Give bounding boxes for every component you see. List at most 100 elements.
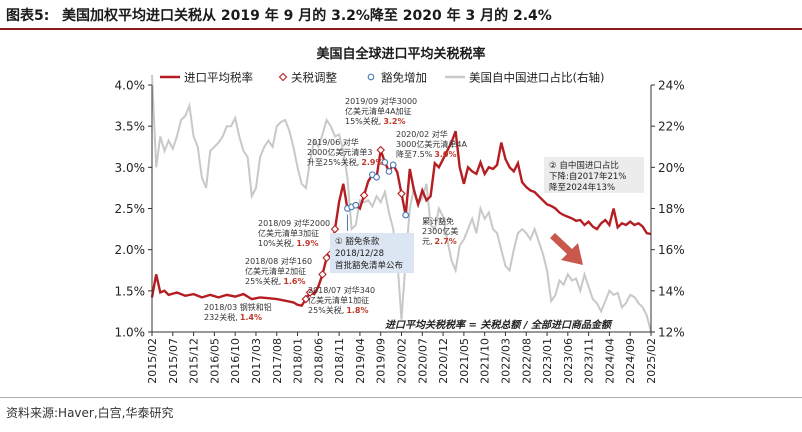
y-right-tick-label: 22% — [658, 120, 685, 134]
y-left-tick-label: 1.0% — [115, 326, 146, 340]
x-tick-label: 2020/12 — [437, 338, 450, 384]
x-tick-label: 2015/12 — [188, 338, 201, 384]
marker-tariff-adjust — [318, 270, 327, 279]
annotation-text: 降至7.5% — [396, 149, 433, 159]
annotation-text: 2019/09 对华3000 — [345, 96, 417, 106]
annotation-text: 232关税, — [204, 312, 238, 322]
annotation-highlight: 1.6% — [283, 277, 305, 286]
figure-title: 美国加权平均进口关税从 2019 年 9 月的 3.2%降至 2020 年 3 … — [62, 8, 552, 24]
callout-line: 降至2024年13% — [549, 182, 615, 193]
callout-box-exemption — [330, 233, 414, 273]
marker-tariff-adjust — [376, 145, 385, 155]
marker-exemption — [373, 173, 380, 181]
x-tick-label: 2022/03 — [499, 338, 512, 384]
callout-line: 2018/12/28 — [335, 249, 384, 259]
annotation-text: 15%关税, — [345, 116, 381, 126]
marker-tariff-adjust — [397, 189, 406, 198]
annotation-text: 2020/02 对华 — [396, 129, 448, 139]
annotation-text: 2018/09 对华2000 — [258, 218, 330, 228]
footer-rule — [0, 397, 802, 398]
annotation-label: 2019/09 对华3000 亿美元清单4A加征 15%关税, 3.2% — [345, 96, 417, 126]
x-tick-label: 2022/08 — [520, 338, 533, 384]
x-tick-label: 2021/05 — [458, 338, 471, 384]
callout-box-share — [544, 157, 644, 193]
callout-text: ① 豁免条款 2018/12/28 首批豁免清单公布 — [335, 236, 403, 271]
x-tick-label: 2019/04 — [354, 338, 367, 384]
y-right-tick-label: 20% — [658, 161, 685, 175]
annotation-highlight: 3.2% — [383, 117, 405, 126]
legend-label: 豁免增加 — [381, 71, 427, 85]
x-tick-label: 2016/05 — [208, 338, 221, 384]
x-tick-label: 2018/01 — [292, 338, 305, 384]
annotation-text: 25%关税, — [308, 305, 344, 315]
annotation-label: 2018/07 对华340 亿美元清单1加征 25%关税, 1.8% — [308, 285, 375, 315]
marker-exemption — [381, 159, 389, 166]
y-right-tick-label: 18% — [658, 202, 685, 216]
annotation-text: 累计豁免 — [422, 216, 454, 226]
marker-exemption — [389, 161, 397, 169]
y-left-tick-label: 4.0% — [115, 79, 146, 93]
annotation-highlight: 1.9% — [296, 239, 318, 248]
series-line-china-share — [151, 74, 652, 333]
annotation-text: 10%关税, — [258, 238, 294, 248]
annotation-text: 亿美元清单3加征 — [258, 228, 319, 238]
source-note: 资料来源:Haver,白宫,华泰研究 — [6, 406, 174, 420]
marker-tariff-adjust — [359, 191, 369, 200]
annotation-text: 升至25%关税, — [307, 157, 359, 167]
legend-swatch — [367, 73, 375, 81]
annotation-text: 2019/06 对华 — [307, 137, 359, 147]
y-right-tick-label: 24% — [658, 79, 685, 93]
annotation-text: 3000亿美元清单4A — [396, 139, 467, 149]
x-tick-label: 2021/10 — [479, 338, 492, 384]
annotation-label: 2019/06 对华 2000亿美元清单3 升至25%关税, 2.9% — [307, 137, 384, 167]
annotation-text: 2300亿美 — [422, 226, 458, 236]
annotation-highlight: 1.4% — [240, 313, 262, 322]
marker-tariff-adjust — [305, 288, 315, 297]
y-left-tick-label: 1.5% — [115, 284, 146, 298]
annotation-label: 2018/09 对华2000 亿美元清单3加征 10%关税, 1.9% — [258, 218, 330, 248]
annotation-text: 亿美元清单1加征 — [308, 295, 369, 305]
y-left-tick-label: 3.0% — [115, 161, 146, 175]
chart-title: 美国自全球进口平均关税税率 — [316, 47, 486, 62]
x-tick-label: 2025/02 — [645, 338, 658, 384]
x-tick-label: 2023/01 — [541, 338, 554, 384]
annotation-highlight: 3.0% — [434, 150, 456, 159]
marker-exemption — [352, 201, 360, 209]
legend-swatch — [278, 72, 288, 82]
marker-exemption — [402, 211, 410, 219]
x-tick-label: 2023/06 — [562, 338, 575, 384]
callout-text: ② 自中国进口占比下降:自2017年21%降至2024年13% — [549, 160, 626, 193]
y-left-tick-label: 2.5% — [115, 202, 146, 216]
annotation-highlight: 1.8% — [346, 306, 368, 315]
legend-label: 进口平均税率 — [184, 71, 253, 85]
x-tick-label: 2015/02 — [146, 338, 159, 384]
annotation-text: 2018/07 对华340 — [308, 285, 375, 295]
x-tick-label: 2018/06 — [312, 338, 325, 384]
marker-exemption — [385, 168, 393, 175]
annotation-text: 25%关税, — [245, 276, 281, 286]
y-right-tick-label: 14% — [658, 284, 685, 298]
y-right-tick-label: 16% — [658, 243, 685, 257]
annotation-text: 亿美元清单4A加征 — [345, 106, 412, 116]
x-tick-label: 2018/11 — [333, 338, 346, 384]
marker-tariff-adjust — [322, 253, 331, 263]
marker-tariff-adjust — [301, 294, 311, 304]
x-tick-label: 2017/03 — [250, 338, 263, 384]
annotation-text: 亿美元清单2加征 — [245, 266, 306, 276]
x-tick-label: 2023/11 — [583, 338, 596, 384]
annotation-label: 累计豁免 2300亿美元, 2.7% — [422, 216, 458, 246]
callout-line: ① 豁免条款 — [335, 236, 380, 247]
annotation-text: 2018/08 对华160 — [245, 256, 312, 266]
callout-line: ② 自中国进口占比 — [549, 160, 619, 171]
x-tick-label: 2015/07 — [167, 338, 180, 384]
legend-label: 美国自中国进口占比(右轴) — [469, 71, 604, 85]
formula-note: 进口平均关税税率 = 关税总额 / 全部进口商品金额 — [385, 319, 613, 331]
annotation-label: 2020/02 对华 3000亿美元清单4A 降至7.5% 3.0% — [396, 129, 467, 159]
callout-line: 下降:自2017年21% — [549, 171, 626, 182]
x-tick-label: 2017/08 — [271, 338, 284, 384]
y-left-tick-label: 3.5% — [115, 120, 146, 134]
x-tick-label: 2020/02 — [396, 338, 409, 384]
annotation-label: 2018/03 钢铁和铝 232关税, 1.4% — [204, 302, 272, 322]
figure-label: 图表5: — [6, 8, 50, 24]
annotation-text: 2000亿美元清单3 — [307, 147, 372, 157]
